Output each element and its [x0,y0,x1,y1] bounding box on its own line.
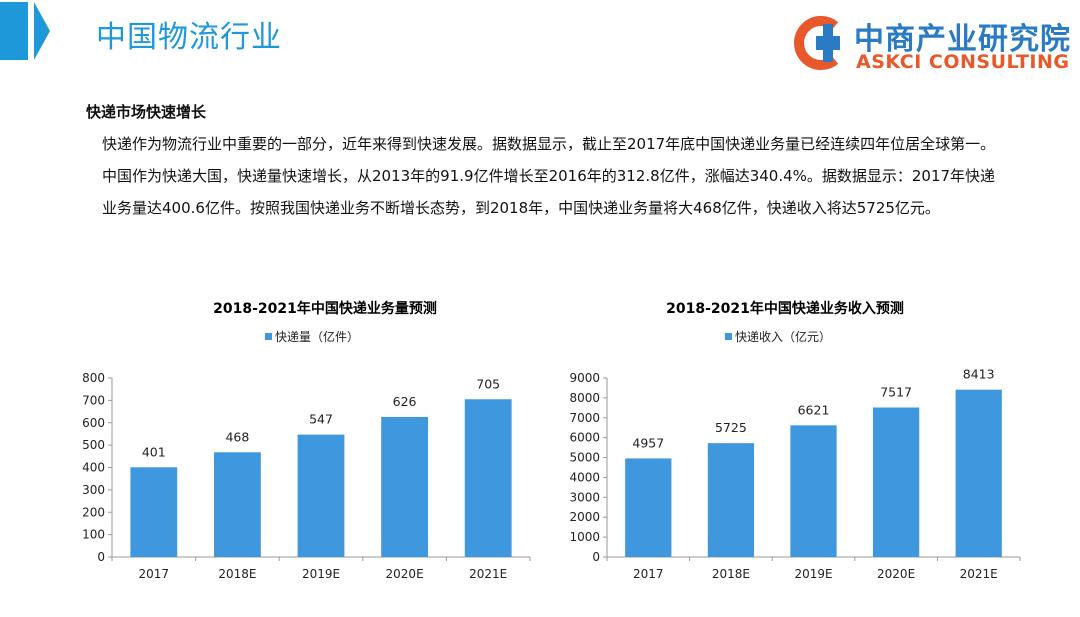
volume-y-tick-label: 100 [82,528,105,542]
volume-y-tick-label: 700 [82,393,105,407]
volume-x-category-2017: 2017 [139,567,170,581]
volume-y-tick-label: 600 [82,416,105,430]
volume-data-label-2019E: 547 [309,412,333,427]
revenue-bar-2021E [955,389,1002,557]
volume-x-category-2020E: 2020E [386,567,424,581]
volume-y-tick-label: 200 [82,505,105,519]
revenue-bar-2017 [625,458,672,557]
revenue-y-tick-label: 0 [592,550,600,564]
revenue-data-label-2019E: 6621 [798,402,830,417]
volume-x-category-2019E: 2019E [302,567,340,581]
volume-data-label-2021E: 705 [476,376,500,391]
volume-legend-label: 快递量（亿件） [275,329,359,344]
volume-bar-2018E [213,452,261,557]
volume-y-tick-label: 800 [82,371,105,385]
revenue-x-category-2018E: 2018E [712,567,750,581]
revenue-y-tick-label: 3000 [569,490,600,504]
revenue-y-tick-label: 9000 [569,371,600,385]
logo-c-icon [794,16,840,70]
volume-data-label-2017: 401 [142,444,166,459]
chart-revenue: 2018-2021年中国快递业务收入预测 快递收入（亿元） 0 1000 2000 300… [555,296,1035,591]
revenue-x-category-2020E: 2020E [877,567,915,581]
volume-legend-swatch [265,333,272,340]
logo-english-name: ASKCI CONSULTING [856,51,1070,73]
revenue-legend-label: 快递收入（亿元） [735,329,831,344]
revenue-y-tick-label: 4000 [569,470,600,484]
revenue-y-tick-label: 7000 [569,411,600,425]
volume-bar-2017 [130,467,178,557]
article: 快递市场快速增长 快递作为物流行业中重要的一部分，近年来得到快速发展。据数据显示… [86,96,1006,224]
chart-volume: 2018-2021年中国快递业务量预测快递量（亿件） 0 100 200 300 400 5… [70,296,540,591]
volume-bar-2020E [381,416,429,557]
revenue-x-category-2019E: 2019E [794,567,832,581]
paragraph-1: 快递作为物流行业中重要的一部分，近年来得到快速发展。据数据显示，截止至2017年… [102,135,996,153]
volume-y-tick-label: 0 [97,550,105,564]
header-bar: 中国物流行业 [0,0,1080,62]
revenue-y-tick-label: 5000 [569,451,600,465]
page-title: 中国物流行业 [96,20,282,55]
volume-y-tick-label: 500 [82,438,105,452]
revenue-bar-2018E [707,443,755,557]
volume-x-category-2018E: 2018E [218,567,256,581]
revenue-y-tick-label: 2000 [569,510,600,524]
header-accent-block [0,2,28,60]
logo-chinese-name: 中商产业研究院 [854,22,1071,57]
volume-y-tick-label: 400 [82,461,105,475]
revenue-x-category-2017: 2017 [633,567,664,581]
volume-chart-title: 2018-2021年中国快递业务量预测 [213,300,437,317]
revenue-data-label-2021E: 8413 [963,367,995,382]
volume-data-label-2018E: 468 [225,429,249,444]
section-heading: 快递市场快速增长 [86,103,207,121]
revenue-legend-swatch [725,333,732,340]
revenue-chart-title: 2018-2021年中国快递业务收入预测 [666,300,904,317]
company-logo: 中商产业研究院 ASKCI CONSULTING [790,10,1080,80]
revenue-bar-2019E [790,425,837,557]
revenue-y-tick-label: 1000 [569,530,600,544]
revenue-data-label-2020E: 7517 [880,384,912,399]
volume-x-category-2021E: 2021E [469,567,507,581]
paragraph-2: 中国作为快递大国，快递量快速增长，从2013年的91.9亿件增长至2016年的3… [102,167,996,217]
revenue-data-label-2017: 4957 [632,435,664,450]
revenue-data-label-2018E: 5725 [715,420,747,435]
volume-y-tick-label: 300 [82,483,105,497]
revenue-bar-2020E [872,407,920,557]
revenue-y-tick-label: 8000 [569,391,600,405]
header-accent-arrow [34,2,50,60]
revenue-x-category-2021E: 2021E [960,567,998,581]
volume-data-label-2020E: 626 [393,394,417,409]
revenue-y-tick-label: 6000 [569,431,600,445]
volume-bar-2021E [464,399,512,557]
volume-bar-2019E [297,434,345,557]
